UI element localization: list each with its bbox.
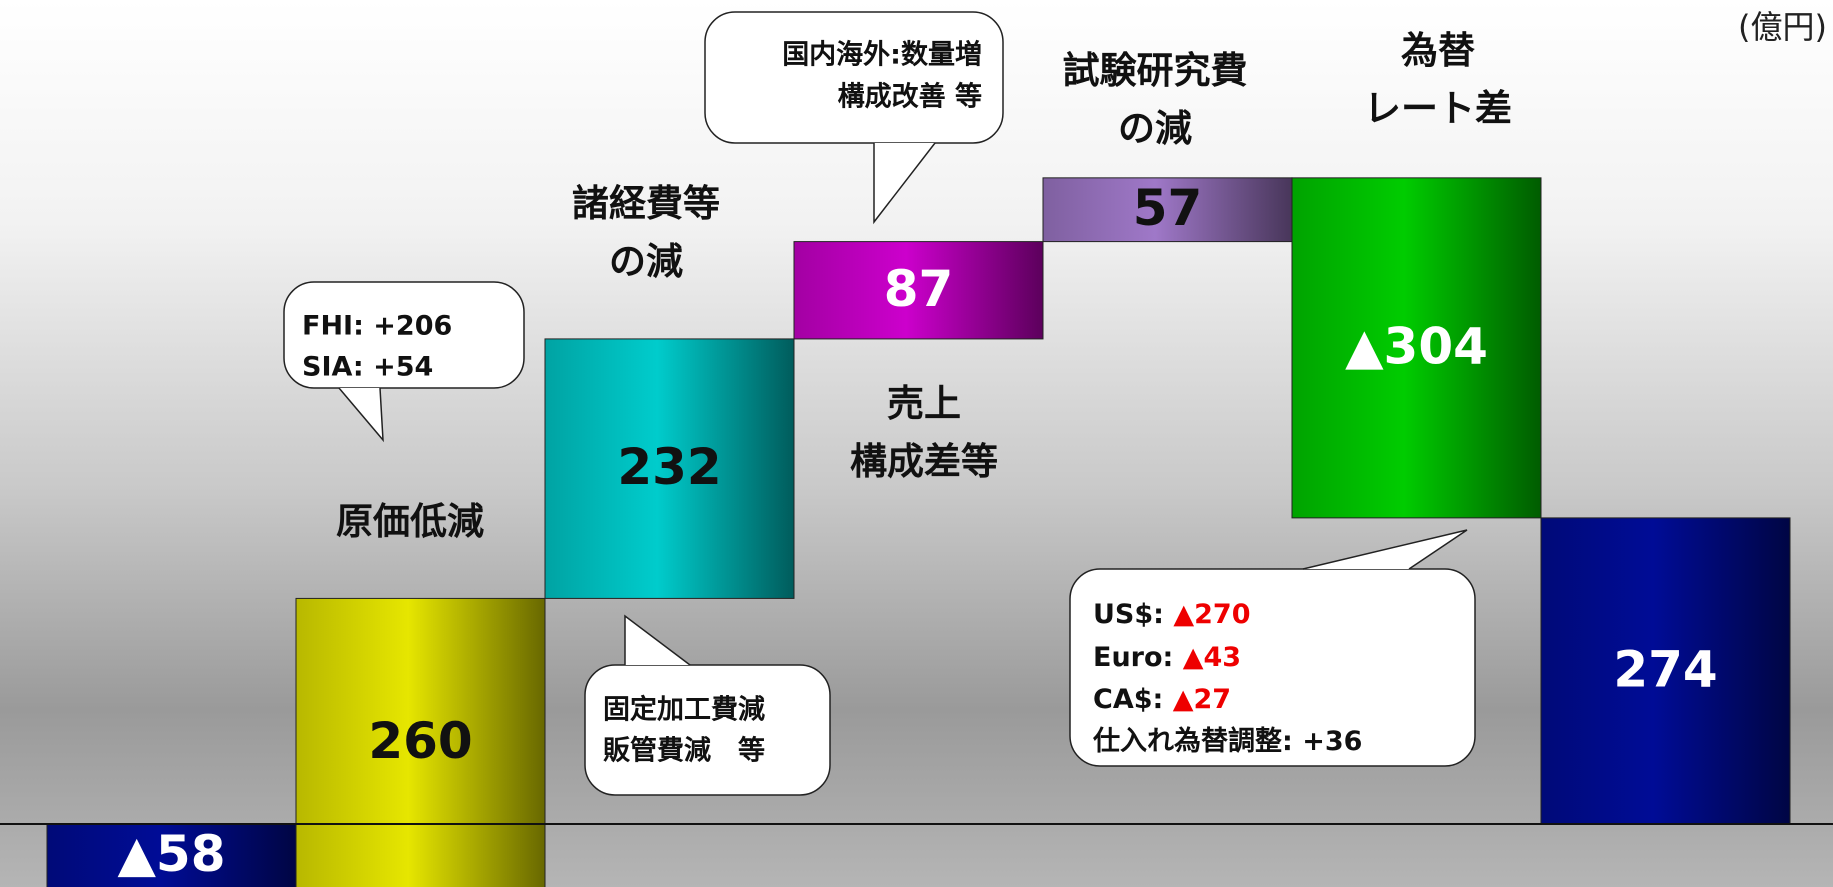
value-label: 87 <box>884 260 954 318</box>
value-label: 232 <box>617 438 721 496</box>
value-label: 274 <box>1613 641 1717 699</box>
callout-box <box>704 11 1004 144</box>
category-label: 為替 レート差 <box>1364 29 1512 130</box>
unit-label: (億円) <box>1738 8 1827 46</box>
value-label: 57 <box>1133 179 1203 237</box>
value-label: 260 <box>368 712 472 770</box>
callout-item-value: ▲27 <box>1173 684 1231 715</box>
callout-text: 仕入れ為替調整: +36 <box>1092 725 1362 757</box>
callout-item-value: +36 <box>1302 726 1362 757</box>
callout-box <box>1069 568 1476 767</box>
category-label: 原価低減 <box>336 500 484 543</box>
bar <box>1540 517 1791 825</box>
callout-item-value: ▲270 <box>1173 599 1250 630</box>
category-label: 売上 構成差等 <box>850 382 998 483</box>
callout-text: 国内海外:数量増 <box>782 39 982 71</box>
value-label: ▲304 <box>1345 317 1488 375</box>
value-label: ▲58 <box>117 825 225 883</box>
bars: ▲58 260 232 87 57 ▲304 274 <box>46 177 1791 887</box>
callout-box <box>584 664 831 796</box>
callout-tail <box>873 142 936 225</box>
bar <box>1291 177 1542 519</box>
callout-text: 固定加工費減 <box>603 694 765 726</box>
callout-text: 販管費減 等 <box>603 735 765 767</box>
bar <box>295 597 546 887</box>
callout-tail <box>624 614 691 666</box>
category-label: 諸経費等 の減 <box>572 182 720 283</box>
callout-item-name: CA$: <box>1093 684 1173 715</box>
callout-box <box>283 281 525 389</box>
callout-item-name: US$: <box>1093 599 1173 630</box>
callout-item-value: ▲43 <box>1183 642 1241 673</box>
callout-tail <box>338 387 384 443</box>
callout-text: 構成改善 等 <box>838 81 982 113</box>
callout-text: FHI: +206 <box>302 311 452 342</box>
callout-tail <box>1302 529 1468 570</box>
callout-text: CA$: ▲27 <box>1093 684 1231 715</box>
callout-text: SIA: +54 <box>302 352 433 383</box>
callout-text: US$: ▲270 <box>1093 599 1250 630</box>
callout-item-name: 仕入れ為替調整: <box>1092 725 1302 757</box>
category-label: 試験研究費 の減 <box>1062 49 1248 150</box>
bar <box>544 338 795 599</box>
bar <box>1042 177 1293 243</box>
callout-text: Euro: ▲43 <box>1093 642 1241 673</box>
bar <box>46 823 297 887</box>
callout-item-name: Euro: <box>1093 642 1183 673</box>
bar <box>793 241 1044 340</box>
